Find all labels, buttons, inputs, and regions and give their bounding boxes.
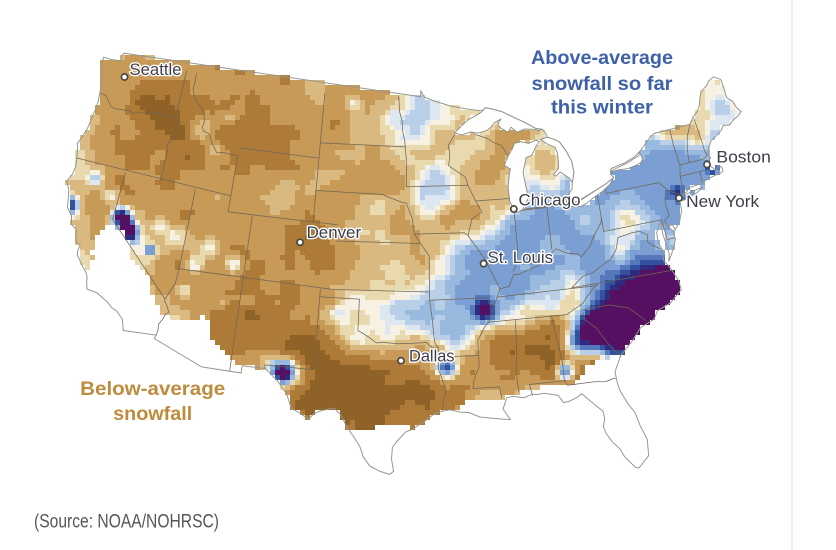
svg-text:New York: New York [686, 193, 760, 211]
svg-text:Above-average: Above-average [531, 47, 673, 69]
svg-text:this winter: this winter [551, 97, 653, 119]
svg-text:Seattle: Seattle [130, 61, 182, 79]
svg-text:(Source: NOAA/NOHRSC): (Source: NOAA/NOHRSC) [34, 511, 219, 533]
svg-text:snowfall so far: snowfall so far [532, 73, 673, 95]
svg-text:Boston: Boston [716, 149, 771, 167]
svg-text:Below-average: Below-average [80, 378, 225, 400]
svg-text:snowfall: snowfall [113, 403, 192, 425]
svg-text:Denver: Denver [307, 224, 362, 242]
svg-text:Dallas: Dallas [409, 347, 455, 365]
svg-text:Chicago: Chicago [519, 192, 581, 210]
svg-text:St. Louis: St. Louis [488, 249, 554, 267]
